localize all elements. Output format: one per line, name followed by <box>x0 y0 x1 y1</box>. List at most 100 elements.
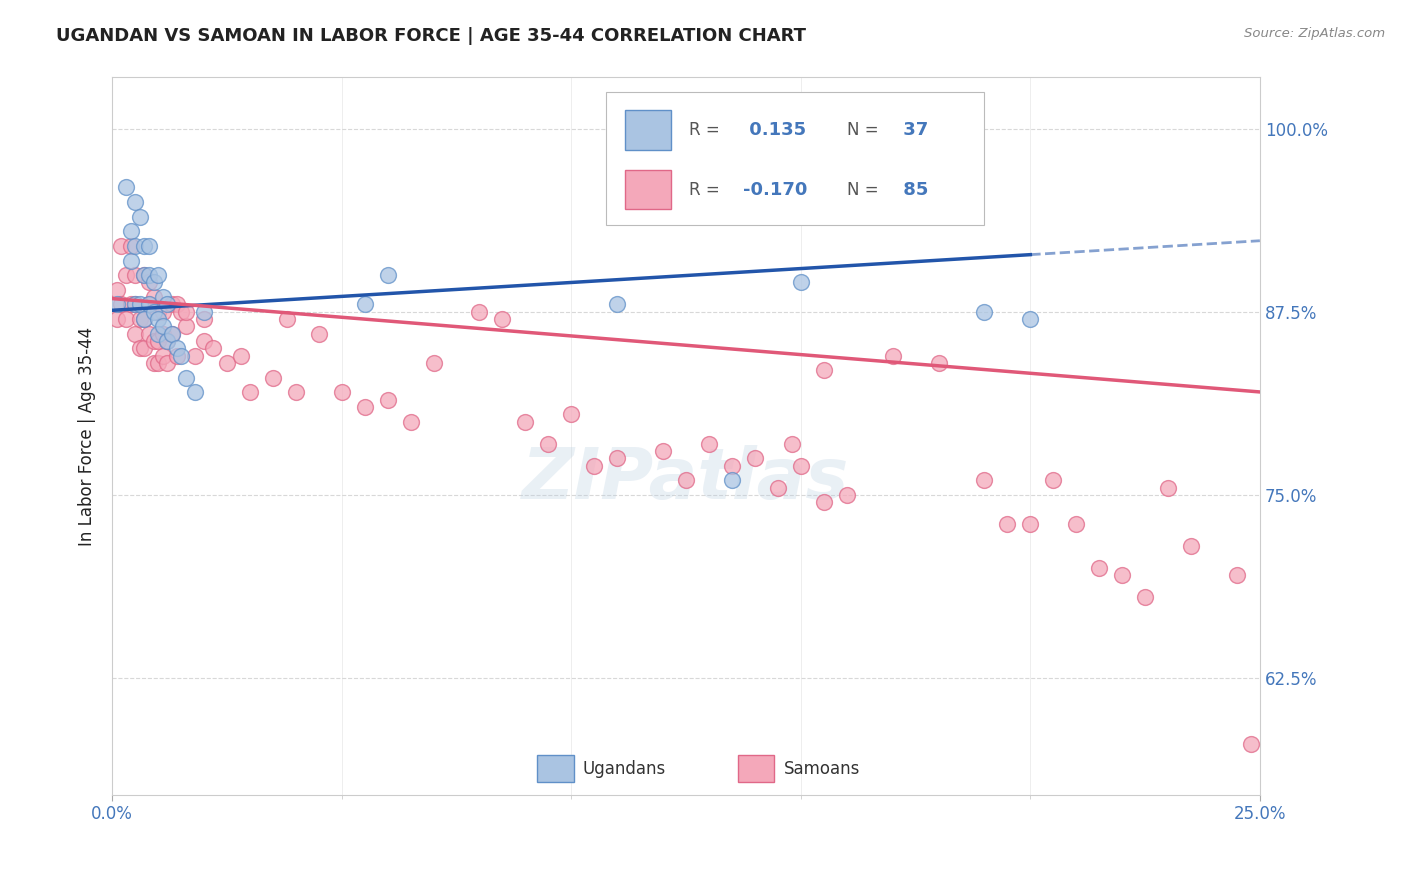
Point <box>152 349 174 363</box>
Point <box>138 297 160 311</box>
Point <box>166 349 188 363</box>
Point <box>138 268 160 282</box>
Point <box>1064 517 1087 532</box>
Point <box>353 400 375 414</box>
FancyBboxPatch shape <box>606 92 984 225</box>
Point <box>515 415 537 429</box>
Point <box>882 349 904 363</box>
Point <box>142 334 165 348</box>
Point <box>142 276 165 290</box>
Point <box>973 473 995 487</box>
Point <box>422 356 444 370</box>
Point <box>134 312 156 326</box>
Point <box>675 473 697 487</box>
Point <box>105 312 128 326</box>
Point <box>105 283 128 297</box>
Point <box>142 356 165 370</box>
Point <box>330 385 353 400</box>
Point <box>697 436 720 450</box>
Point <box>308 326 330 341</box>
Point <box>276 312 298 326</box>
Text: -0.170: -0.170 <box>744 180 808 199</box>
Point <box>120 253 142 268</box>
Point <box>152 290 174 304</box>
Point <box>652 443 675 458</box>
Point <box>134 342 156 356</box>
Point <box>1019 517 1042 532</box>
Bar <box>626 169 671 210</box>
Point <box>1226 568 1249 582</box>
Point <box>146 305 169 319</box>
Text: Samoans: Samoans <box>783 759 860 778</box>
Point <box>239 385 262 400</box>
Point <box>174 305 197 319</box>
Text: R =: R = <box>689 180 720 199</box>
Point <box>124 326 146 341</box>
Point <box>780 436 803 450</box>
Point <box>124 297 146 311</box>
Point <box>156 334 179 348</box>
Point <box>115 180 138 194</box>
Text: UGANDAN VS SAMOAN IN LABOR FORCE | AGE 35-44 CORRELATION CHART: UGANDAN VS SAMOAN IN LABOR FORCE | AGE 3… <box>56 27 806 45</box>
Point <box>128 342 150 356</box>
Text: 85: 85 <box>897 180 928 199</box>
Point <box>152 326 174 341</box>
Point <box>193 312 215 326</box>
Point <box>1157 481 1180 495</box>
Point <box>202 342 225 356</box>
Point <box>115 268 138 282</box>
Point <box>110 297 132 311</box>
Point <box>134 312 156 326</box>
Point <box>142 305 165 319</box>
Point <box>156 297 179 311</box>
Point <box>184 385 207 400</box>
Point <box>399 415 422 429</box>
Point <box>468 305 491 319</box>
Text: 0.135: 0.135 <box>744 121 807 139</box>
Point <box>184 349 207 363</box>
Bar <box>537 755 574 782</box>
Point <box>174 319 197 334</box>
Point <box>124 268 146 282</box>
Point <box>128 210 150 224</box>
Point <box>721 458 744 473</box>
Point <box>995 517 1018 532</box>
Point <box>537 436 560 450</box>
Point <box>134 239 156 253</box>
Point <box>146 312 169 326</box>
Point <box>1240 737 1263 751</box>
Point <box>138 276 160 290</box>
Y-axis label: In Labor Force | Age 35-44: In Labor Force | Age 35-44 <box>79 326 96 546</box>
Point <box>152 305 174 319</box>
Point <box>813 363 835 377</box>
Point <box>124 297 146 311</box>
Point <box>134 268 156 282</box>
Text: 37: 37 <box>897 121 928 139</box>
Point <box>166 297 188 311</box>
Bar <box>626 111 671 150</box>
Text: Source: ZipAtlas.com: Source: ZipAtlas.com <box>1244 27 1385 40</box>
Point <box>115 312 138 326</box>
Text: ZIPatlas: ZIPatlas <box>523 445 849 514</box>
Point <box>583 458 606 473</box>
Point <box>146 334 169 348</box>
Point <box>1180 539 1202 553</box>
Point <box>174 370 197 384</box>
Point <box>166 342 188 356</box>
Point <box>124 194 146 209</box>
Point <box>928 356 950 370</box>
Point <box>262 370 284 384</box>
Point <box>138 239 160 253</box>
Point <box>170 305 193 319</box>
Point <box>606 297 628 311</box>
Point <box>156 356 179 370</box>
Point <box>138 297 160 311</box>
Point <box>1088 561 1111 575</box>
Point <box>128 297 150 311</box>
Point <box>146 268 169 282</box>
Point <box>1111 568 1133 582</box>
Point <box>1042 473 1064 487</box>
Point <box>973 305 995 319</box>
Point <box>353 297 375 311</box>
Point <box>160 297 183 311</box>
